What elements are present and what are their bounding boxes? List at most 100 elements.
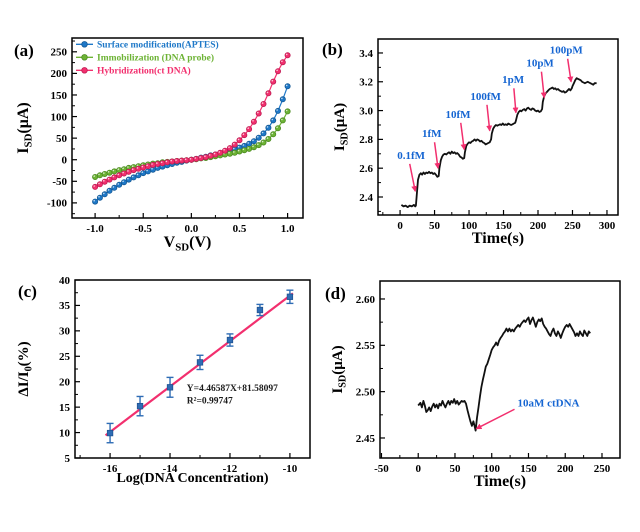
marker-highlight: [170, 159, 172, 162]
legend-item-label: Immobilization (DNA probe): [97, 53, 214, 64]
data-point: [96, 172, 103, 179]
marker-highlight: [257, 143, 259, 145]
marker-highlight: [117, 183, 120, 185]
x-tick-label: -1.0: [86, 223, 104, 235]
marker-highlight: [242, 148, 245, 151]
x-tick-label: -14: [163, 463, 178, 475]
marker-highlight: [271, 132, 274, 135]
data-point: [111, 174, 118, 181]
annotation-label: 100fM: [470, 91, 501, 103]
marker-highlight: [93, 199, 95, 202]
marker-highlight: [228, 146, 230, 148]
x-tick-label: -10: [283, 463, 298, 475]
data-point: [284, 52, 291, 59]
data-point: [246, 140, 253, 147]
data-point: [178, 157, 185, 164]
data-point: [231, 141, 238, 148]
data-point-square: [106, 429, 114, 437]
data-point: [274, 125, 281, 132]
annotation-arrow: [408, 163, 418, 193]
marker-highlight: [127, 170, 129, 172]
y-tick-label: -100: [47, 198, 68, 210]
y-tick-label: 2.60: [356, 294, 376, 306]
data-point: [250, 138, 257, 145]
x-tick-label: 250: [564, 220, 581, 232]
marker-highlight: [208, 154, 211, 156]
data-point: [236, 137, 243, 144]
x-axis-title: Log(DNA Concentration): [116, 471, 268, 486]
marker-highlight: [103, 192, 105, 195]
data-point: [255, 142, 262, 149]
annotation-arrow: [486, 104, 493, 132]
marker-highlight: [266, 91, 269, 94]
marker-highlight: [261, 131, 264, 134]
marker-highlight: [122, 180, 124, 183]
marker-highlight: [242, 133, 245, 135]
data-point: [101, 191, 108, 198]
marker-highlight: [93, 175, 95, 177]
marker-highlight: [156, 162, 158, 164]
marker-highlight: [103, 172, 105, 174]
panel-b-chart: 0 50 100 150 200 250 300 2.4 2.6 2.8 3.0 3.2 3.4 Time…: [322, 38, 619, 247]
data-point-square: [286, 293, 294, 300]
y-tick-label: 50: [56, 133, 68, 145]
annotation-label: 100pM: [550, 45, 584, 57]
data-point: [111, 184, 118, 191]
marker-highlight: [141, 171, 144, 173]
data-point: [106, 176, 113, 183]
marker-highlight: [281, 97, 283, 100]
marker-highlight: [218, 151, 221, 153]
y-tick-label: 20: [59, 377, 71, 389]
y-tick-label: 3.4: [359, 48, 373, 60]
data-point: [135, 165, 142, 172]
marker-highlight: [194, 157, 197, 159]
marker-highlight: [189, 158, 192, 160]
data-point: [130, 167, 137, 174]
legend-marker: [81, 67, 88, 74]
x-tick-label: 200: [557, 463, 574, 475]
y-axis-title: ISD(μA): [332, 103, 350, 151]
data-point: [270, 131, 277, 138]
data-point: [159, 160, 166, 167]
marker-highlight: [261, 102, 264, 104]
marker-highlight: [151, 168, 153, 170]
legend-item-label: Surface modification(APTES): [97, 40, 219, 51]
marker-highlight: [160, 161, 163, 164]
x-tick-label: 150: [495, 220, 512, 232]
data-point: [255, 110, 262, 117]
x-tick-label: 50: [449, 463, 461, 475]
data-point: [265, 135, 272, 142]
y-tick-label: 40: [59, 275, 71, 287]
data-point: [169, 158, 176, 165]
marker-highlight: [131, 168, 134, 170]
marker-highlight: [237, 145, 240, 148]
marker-highlight: [127, 177, 129, 180]
data-point: [207, 152, 214, 159]
y-tick-label: 2.4: [359, 192, 373, 204]
marker-highlight: [146, 164, 148, 167]
data-point: [270, 117, 277, 124]
marker-highlight: [242, 144, 245, 146]
marker-highlight: [122, 167, 124, 170]
panel-label-d: (d): [325, 284, 346, 303]
y-axis-title: ISD(μA): [330, 345, 348, 393]
data-point: [221, 147, 228, 154]
data-point: [236, 148, 243, 155]
marker-highlight: [223, 149, 225, 151]
marker-highlight: [285, 53, 288, 56]
marker-highlight: [281, 60, 283, 63]
annotation-label: 10pM: [526, 58, 554, 70]
marker-highlight: [199, 156, 201, 158]
y-tick-label: 250: [51, 47, 68, 59]
x-tick-label: 1.0: [281, 223, 295, 235]
marker-highlight: [285, 109, 288, 112]
y-tick-label: 2.55: [356, 340, 376, 352]
data-point: [116, 167, 123, 174]
marker-highlight: [117, 168, 120, 170]
x-tick-label: 0.0: [184, 223, 198, 235]
equation-text: R²=0.99747: [187, 397, 233, 407]
data-point: [111, 168, 118, 175]
marker-highlight: [285, 84, 288, 87]
marker-highlight: [107, 171, 110, 173]
annotation-label: 10fM: [445, 109, 471, 121]
